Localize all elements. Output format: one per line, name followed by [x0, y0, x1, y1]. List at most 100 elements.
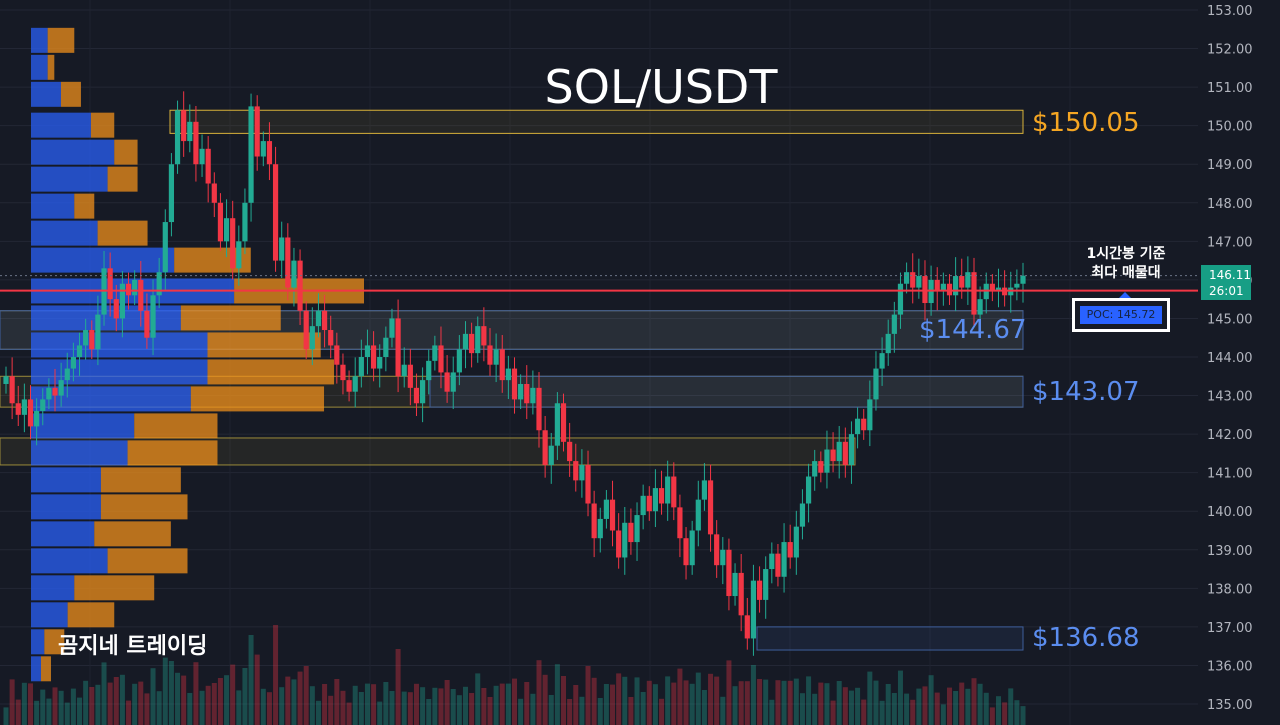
- volume-bar: [377, 701, 383, 725]
- volume-bar: [695, 672, 701, 725]
- candle-body: [34, 410, 40, 427]
- vp-row-buy: [31, 413, 135, 439]
- candle-body: [842, 441, 848, 465]
- volume-bar: [83, 680, 89, 725]
- candle-body: [738, 572, 744, 616]
- candle-body: [266, 141, 273, 165]
- candle-body: [505, 368, 511, 381]
- volume-bar: [542, 674, 548, 725]
- candle-body: [40, 399, 46, 411]
- volume-bar: [328, 695, 334, 725]
- vp-row-buy: [31, 602, 68, 628]
- volume-bar: [530, 693, 536, 725]
- candle-body: [922, 276, 928, 304]
- candle-body: [272, 164, 279, 261]
- y-tick-label: 141.00: [1207, 467, 1253, 482]
- volume-bar: [1020, 706, 1026, 725]
- volume-bar: [242, 668, 248, 725]
- level-label: $144.67: [919, 315, 1027, 346]
- candle-body: [217, 202, 224, 242]
- volume-bar: [622, 676, 628, 725]
- candle-body: [285, 237, 291, 288]
- volume-bar: [426, 699, 432, 725]
- volume-bar: [867, 671, 873, 725]
- vp-row-buy: [31, 27, 48, 53]
- volume-bar: [334, 679, 340, 725]
- y-tick-label: 136.00: [1207, 659, 1253, 674]
- vp-row-sell: [47, 27, 75, 53]
- volume-bar: [824, 683, 830, 725]
- vp-row-buy: [31, 193, 75, 219]
- vp-row-sell: [100, 494, 188, 520]
- price-zone: [169, 109, 1024, 134]
- volume-bar: [89, 687, 95, 725]
- volume-bar: [818, 682, 824, 725]
- candle-body: [879, 353, 885, 369]
- volume-bar: [70, 688, 76, 725]
- candle-body: [897, 283, 904, 315]
- y-tick-label: 137.00: [1207, 621, 1253, 636]
- volume-bar: [603, 684, 609, 725]
- volume-bar: [230, 664, 236, 725]
- candle-body: [781, 542, 787, 577]
- volume-bar: [64, 702, 70, 725]
- volume-bar: [407, 692, 413, 725]
- candle-body: [395, 318, 401, 377]
- candle-body: [83, 330, 89, 346]
- volume-bar: [775, 680, 781, 725]
- volume-bar: [591, 677, 597, 725]
- candle-body: [732, 572, 738, 597]
- candle-body: [27, 399, 34, 427]
- candle-body: [622, 522, 628, 558]
- volume-bar: [573, 685, 579, 725]
- volume-bar: [371, 684, 377, 725]
- candle-body: [260, 141, 266, 157]
- candle-body: [848, 434, 855, 465]
- vp-row-buy: [31, 81, 61, 107]
- volume-bar: [806, 676, 812, 725]
- volume-bar: [309, 686, 315, 725]
- vp-row-sell: [74, 193, 95, 219]
- candle-body: [548, 445, 554, 465]
- volume-bar: [469, 693, 475, 725]
- candle-body: [560, 403, 567, 442]
- volume-bar: [732, 686, 738, 725]
- y-tick-label: 140.00: [1207, 505, 1253, 520]
- vp-row-buy: [31, 54, 48, 80]
- candle-body: [916, 276, 922, 288]
- volume-bar: [383, 682, 389, 725]
- volume-bar: [113, 677, 119, 725]
- volume-bar: [107, 682, 113, 725]
- y-tick-label: 148.00: [1207, 197, 1253, 212]
- candle-body: [205, 148, 211, 184]
- candle-body: [683, 538, 689, 566]
- volume-bar: [781, 680, 787, 725]
- volume-bar: [132, 683, 138, 725]
- volume-bar: [885, 684, 891, 725]
- volume-bar: [156, 691, 162, 725]
- candle-body: [370, 345, 377, 369]
- vp-row-sell: [127, 440, 218, 466]
- volume-bar: [897, 670, 903, 725]
- volume-bar: [848, 690, 854, 725]
- candle-body: [511, 368, 518, 400]
- candle-body: [199, 148, 205, 165]
- volume-bar: [119, 674, 125, 725]
- candle-body: [775, 553, 781, 577]
- last-price-value: 146.11: [1209, 268, 1251, 282]
- volume-bar: [1002, 702, 1008, 725]
- candle-body: [174, 110, 181, 165]
- vp-row-sell: [60, 81, 81, 107]
- candle-body: [830, 449, 836, 462]
- volume-bar: [266, 692, 272, 725]
- candle-body: [903, 272, 910, 284]
- candle-body: [689, 530, 695, 566]
- volume-bar: [922, 686, 928, 725]
- vp-row-sell: [47, 54, 55, 80]
- candle-body: [695, 499, 701, 531]
- candle-body: [187, 121, 193, 142]
- candle-body: [646, 495, 652, 512]
- candle-body: [524, 383, 530, 404]
- volume-bar: [842, 687, 848, 725]
